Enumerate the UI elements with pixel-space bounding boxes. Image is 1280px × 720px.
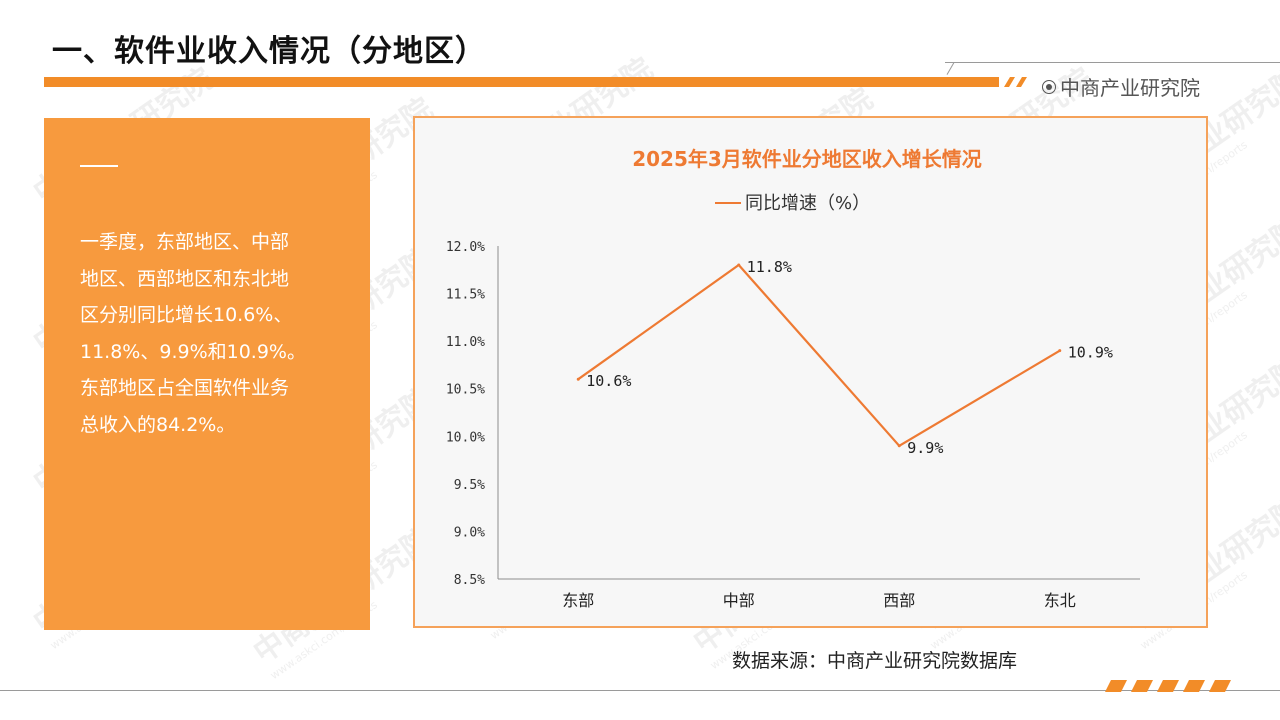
data-label: 11.8% [747, 258, 792, 276]
summary-line: 总收入的84.2%。 [80, 413, 236, 436]
header-rule [945, 62, 1280, 63]
data-point [576, 377, 580, 381]
brand-icon [1042, 79, 1056, 94]
summary-line: 区分别同比增长10.6%、 [80, 304, 293, 327]
y-tick-label: 11.5% [446, 288, 485, 303]
x-tick-label: 中部 [723, 591, 755, 610]
y-tick-label: 12.0% [446, 240, 485, 255]
y-tick-label: 9.5% [454, 478, 485, 493]
y-tick-label: 8.5% [454, 573, 485, 588]
summary-line: 东部地区占全国软件业务 [80, 377, 290, 400]
y-tick-label: 10.0% [446, 430, 485, 445]
data-point [737, 263, 741, 267]
title-accent-bar [44, 77, 999, 87]
data-source: 数据来源：中商产业研究院数据库 [732, 650, 1018, 672]
summary-divider [80, 165, 118, 167]
header-rule-slant [946, 62, 955, 75]
page-title: 一、软件业收入情况（分地区） [52, 34, 486, 69]
y-tick-label: 11.0% [446, 335, 485, 350]
summary-line: 地区、西部地区和东北地 [80, 267, 290, 290]
legend-label: 同比增速（%） [745, 193, 870, 214]
brand-logo: 中商产业研究院 [1042, 72, 1200, 101]
summary-line: 一季度，东部地区、中部 [80, 231, 290, 253]
y-tick-label: 9.0% [454, 525, 485, 540]
brand-name: 中商产业研究院 [1060, 76, 1200, 100]
footer-rule [0, 690, 1280, 691]
footer-stripes-decoration [1105, 680, 1231, 692]
data-point [1058, 349, 1062, 353]
summary-panel: 一季度，东部地区、中部 地区、西部地区和东北地 区分别同比增长10.6%、 11… [44, 118, 370, 630]
x-tick-label: 东部 [562, 591, 594, 610]
chart-title: 2025年3月软件业分地区收入增长情况 [632, 147, 982, 171]
data-label: 10.9% [1068, 344, 1113, 362]
y-tick-label: 10.5% [446, 383, 485, 398]
summary-line: 11.8%、9.9%和10.9%。 [80, 340, 306, 363]
series-line [577, 263, 1061, 448]
x-tick-label: 西部 [883, 591, 915, 610]
stripes-decoration [1004, 77, 1027, 87]
summary-text: 一季度，东部地区、中部 地区、西部地区和东北地 区分别同比增长10.6%、 11… [80, 224, 330, 444]
data-point [897, 444, 901, 448]
data-label: 10.6% [586, 372, 631, 390]
x-tick-label: 东北 [1044, 591, 1076, 610]
data-label: 9.9% [907, 439, 943, 457]
chart-frame: 2025年3月软件业分地区收入增长情况 同比增速（%） 8.5% 9.0% 9.5% 10… [413, 116, 1208, 628]
